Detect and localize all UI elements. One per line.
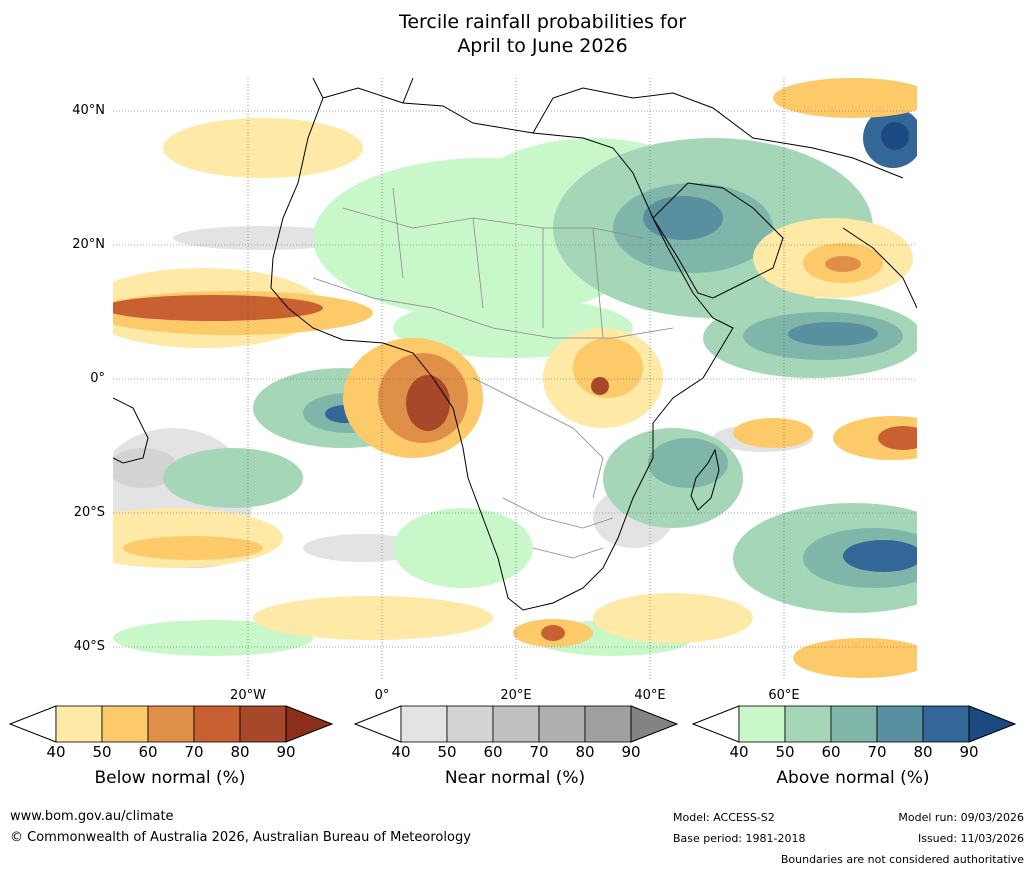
colorbar-near-low-triangle (353, 705, 402, 743)
colorbar-below-segment-70 (193, 705, 241, 743)
lat-label-40s: 40°S (73, 639, 105, 654)
colorbar-below-segment-60 (147, 705, 195, 743)
graticule (113, 78, 917, 681)
below-normal-field (113, 78, 917, 678)
footer-model-run: Model run: 09/03/2026 (898, 811, 1024, 824)
colorbar-near-segment-50 (446, 705, 494, 743)
colorbar-above-segment-80 (922, 705, 970, 743)
country-borders (312, 187, 674, 559)
colorbar-near-tick-70: 70 (529, 743, 549, 761)
colorbar-above-tick-50: 50 (775, 743, 795, 761)
colorbar-above-normal (691, 705, 1017, 743)
lon-label-20w: 20°W (230, 688, 266, 703)
colorbar-above-low-triangle (691, 705, 740, 743)
colorbar-near-segment-40 (400, 705, 448, 743)
lat-label-0: 0° (90, 371, 105, 386)
colorbar-near-normal (353, 705, 679, 743)
lat-label-40n: 40°N (72, 103, 105, 118)
colorbar-below-tick-80: 80 (230, 743, 250, 761)
colorbar-near-segment-80 (584, 705, 632, 743)
colorbar-above-segment-60 (830, 705, 878, 743)
colorbar-near-tick-60: 60 (483, 743, 503, 761)
colorbar-below-low-triangle (8, 705, 57, 743)
colorbar-near-tick-90: 90 (621, 743, 641, 761)
footer-disclaimer: Boundaries are not considered authoritat… (780, 853, 1024, 866)
colorbar-near-segment-60 (492, 705, 540, 743)
colorbar-label-above: Above normal (%) (776, 768, 930, 788)
colorbar-near-tick-80: 80 (575, 743, 595, 761)
lat-label-20n: 20°N (72, 237, 105, 252)
colorbar-below-tick-40: 40 (46, 743, 66, 761)
title-line-2: April to June 2026 (457, 35, 628, 57)
colorbar-near-tick-40: 40 (391, 743, 411, 761)
colorbar-near-segment-70 (538, 705, 586, 743)
colorbar-below-normal (8, 705, 334, 743)
above-normal-field (113, 108, 917, 656)
footer-website: www.bom.gov.au/climate (10, 809, 174, 824)
colorbar-label-near: Near normal (%) (444, 768, 586, 788)
colorbar-above-tick-70: 70 (867, 743, 887, 761)
footer-issued: Issued: 11/03/2026 (917, 832, 1024, 845)
lon-label-0: 0° (374, 688, 390, 703)
colorbar-near-tick-50: 50 (437, 743, 457, 761)
colorbar-below-segment-80 (239, 705, 287, 743)
lon-label-40e: 40°E (634, 688, 666, 703)
colorbar-above-high-triangle (968, 705, 1017, 743)
colorbar-near-high-triangle (630, 705, 679, 743)
colorbar-below-tick-70: 70 (184, 743, 204, 761)
colorbar-above-segment-40 (738, 705, 786, 743)
footer-model: Model: ACCESS-S2 (673, 811, 775, 824)
colorbar-above-tick-60: 60 (821, 743, 841, 761)
lon-label-60e: 60°E (768, 688, 800, 703)
colorbar-below-tick-90: 90 (276, 743, 296, 761)
colorbar-below-tick-60: 60 (138, 743, 158, 761)
colorbar-above-tick-90: 90 (959, 743, 979, 761)
footer-copyright: © Commonwealth of Australia 2026, Austra… (10, 830, 471, 845)
colorbar-above-tick-80: 80 (913, 743, 933, 761)
lon-label-20e: 20°E (500, 688, 532, 703)
colorbar-below-segment-50 (101, 705, 149, 743)
colorbar-above-segment-70 (876, 705, 924, 743)
colorbar-above-tick-40: 40 (729, 743, 749, 761)
coastlines (113, 78, 917, 611)
colorbars (8, 705, 1017, 743)
colorbar-label-below: Below normal (%) (94, 768, 246, 788)
title-line-1: Tercile rainfall probabilities for (398, 11, 687, 33)
colorbar-below-tick-50: 50 (92, 743, 112, 761)
colorbar-above-segment-50 (784, 705, 832, 743)
footer-base-period: Base period: 1981-2018 (673, 832, 806, 845)
colorbar-below-high-triangle (285, 705, 334, 743)
colorbar-below-segment-40 (55, 705, 103, 743)
map-title: Tercile rainfall probabilities for April… (0, 10, 1035, 58)
lat-label-20s: 20°S (73, 505, 105, 520)
rainfall-map (113, 78, 917, 681)
map-svg (113, 78, 917, 681)
